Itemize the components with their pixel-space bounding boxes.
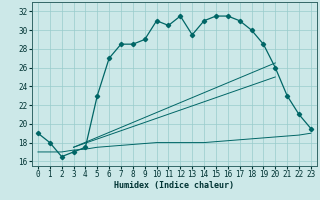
X-axis label: Humidex (Indice chaleur): Humidex (Indice chaleur) [115, 181, 234, 190]
